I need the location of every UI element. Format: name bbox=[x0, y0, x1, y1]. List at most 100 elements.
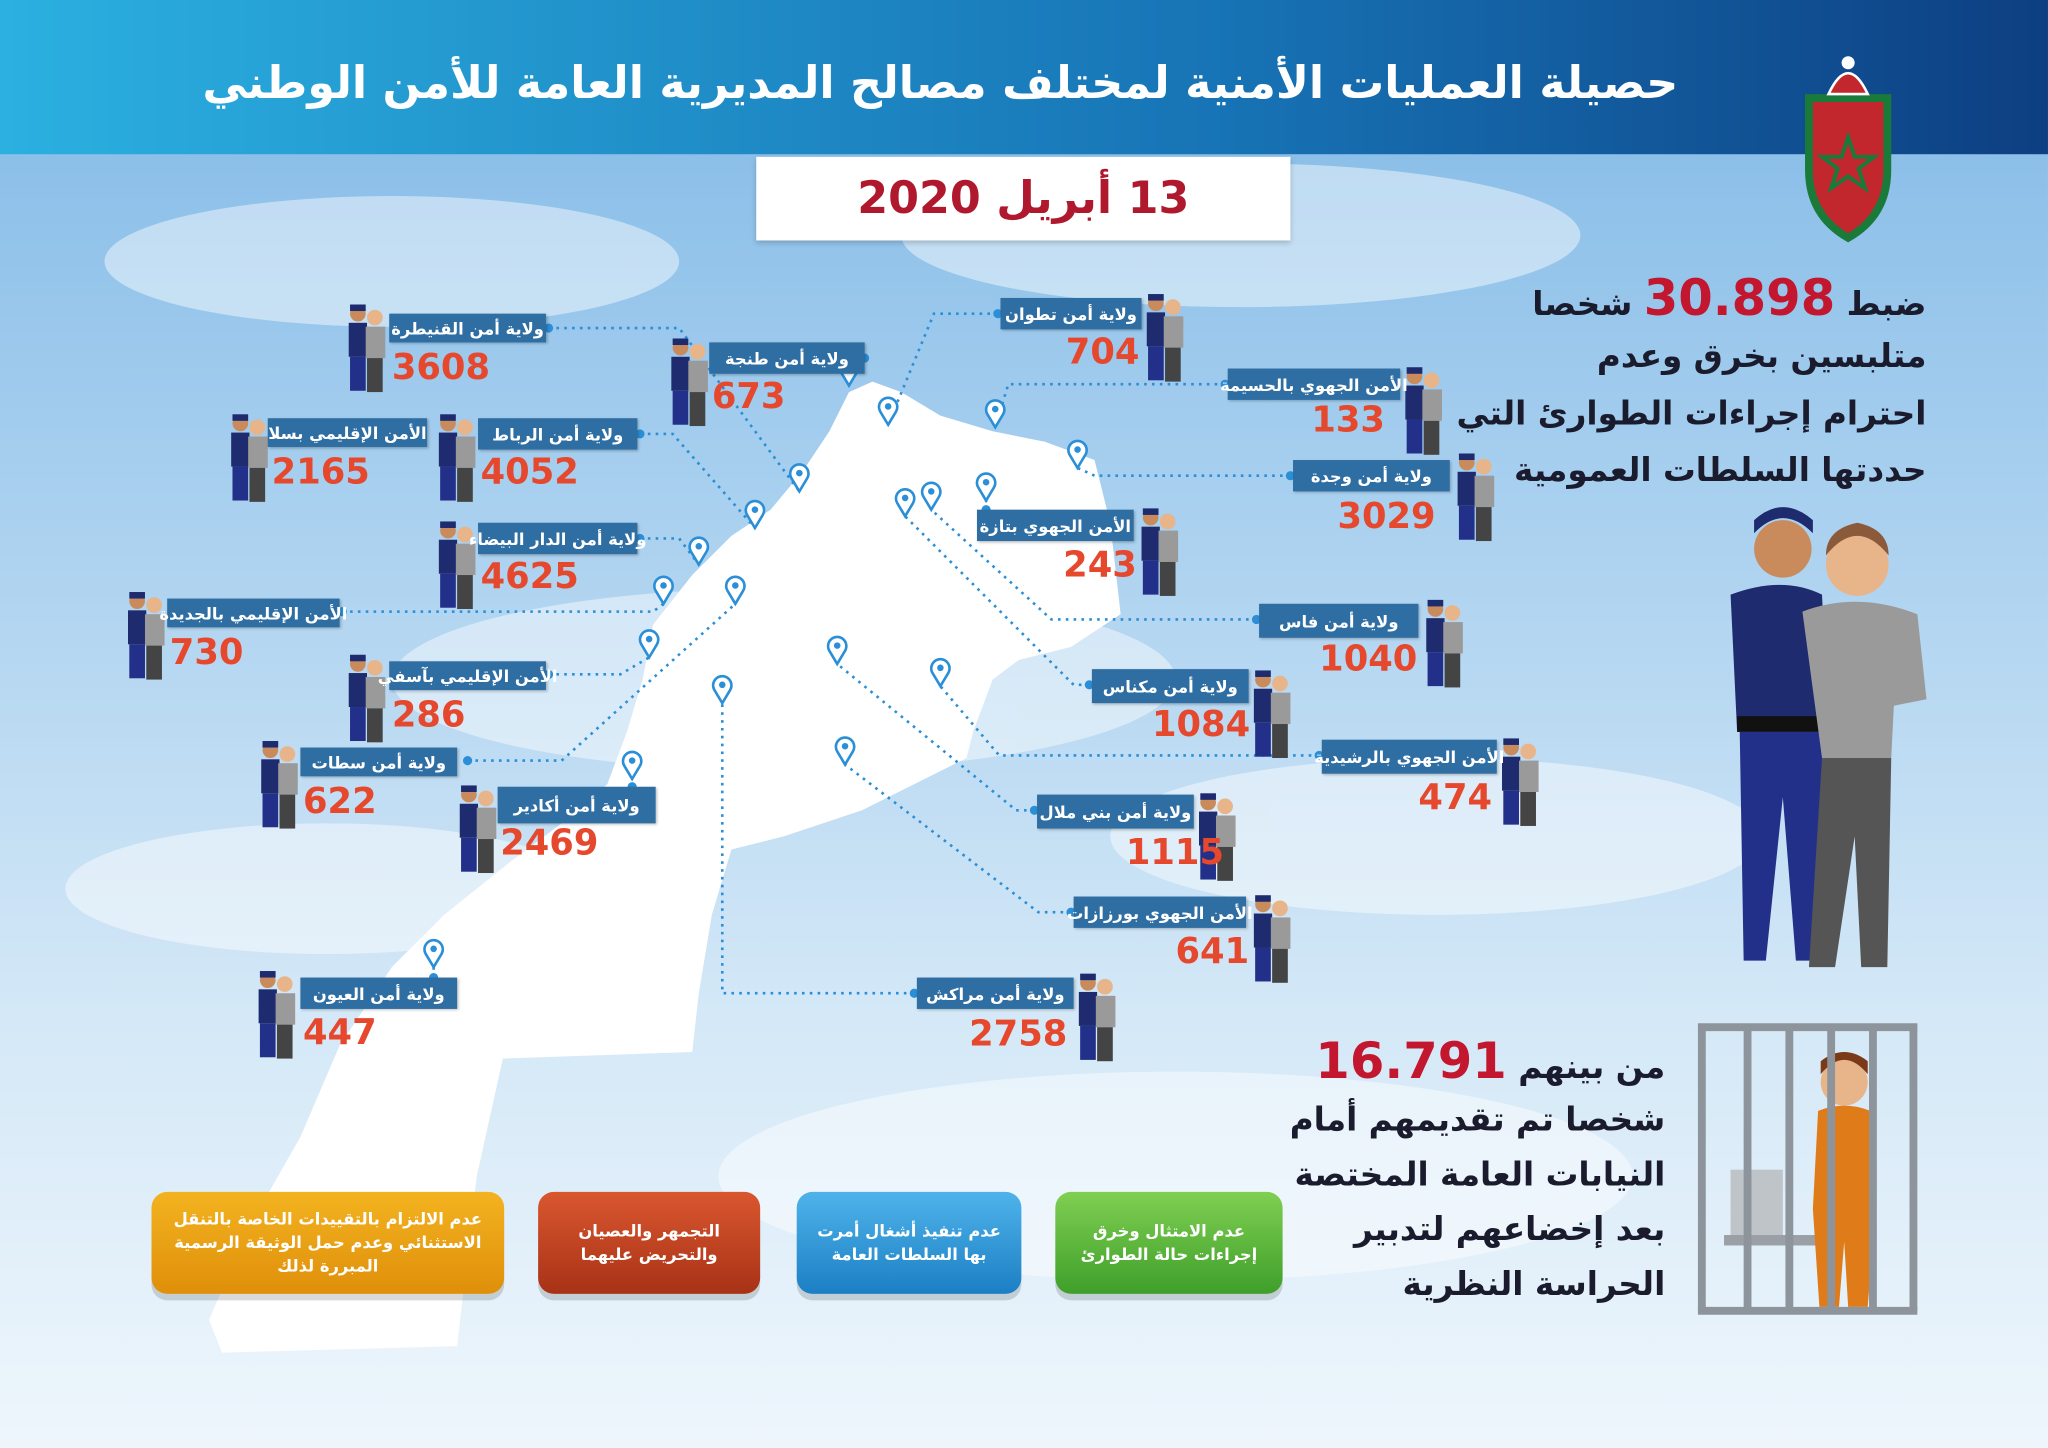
region-value: 641 bbox=[1175, 931, 1250, 973]
pin-shape bbox=[423, 938, 445, 970]
icon-body bbox=[275, 993, 296, 1025]
officer-icon bbox=[1198, 793, 1236, 881]
icon-head bbox=[1520, 743, 1536, 760]
icon-body bbox=[1146, 312, 1166, 347]
connector-dot bbox=[1084, 680, 1094, 690]
icon-legs bbox=[440, 466, 456, 501]
legend-text: عدم تنفيذ أشغال أمرت bbox=[817, 1220, 1001, 1241]
icon-body bbox=[459, 803, 479, 838]
region-value: 4625 bbox=[480, 556, 579, 598]
officer-icon bbox=[1405, 367, 1442, 455]
icon-head bbox=[1444, 605, 1461, 621]
icon-cap bbox=[1458, 453, 1475, 461]
pin-dot bbox=[841, 742, 849, 750]
connector-dot bbox=[635, 429, 645, 439]
pin-shape bbox=[1067, 439, 1088, 471]
pin-shape bbox=[788, 463, 810, 494]
icon-body bbox=[248, 436, 268, 468]
icon-body bbox=[127, 610, 147, 645]
officer-icons bbox=[127, 294, 1539, 1062]
connector-dot bbox=[1029, 805, 1040, 815]
icon-cap bbox=[350, 304, 366, 312]
region-value: 133 bbox=[1311, 399, 1385, 441]
connector-line bbox=[548, 656, 650, 676]
officer-icon bbox=[348, 304, 386, 393]
region-label: الأمن الجهوي بتازة bbox=[976, 509, 1134, 542]
icon-body bbox=[1405, 385, 1424, 420]
connector-dot bbox=[1314, 750, 1324, 760]
pin-shape bbox=[653, 575, 674, 607]
pin-dot bbox=[833, 642, 841, 649]
map-pin bbox=[621, 750, 643, 782]
icon-cap bbox=[232, 414, 249, 421]
arrested-line: حددتها السلطات العمومية bbox=[1514, 450, 1927, 489]
connector-line bbox=[844, 763, 1072, 914]
icon-cap bbox=[1148, 294, 1164, 301]
icon-body bbox=[1443, 622, 1463, 654]
legend-item: التجمهر والعصيان والتحريض عليهما bbox=[538, 1191, 761, 1294]
legend-text: عدم الامتثال وخرق bbox=[1092, 1220, 1245, 1241]
region-value: 1084 bbox=[1151, 704, 1251, 745]
icon-body bbox=[365, 326, 386, 359]
legend-item: عدم الامتثال وخرق إجراءات حالة الطوارئ bbox=[1055, 1191, 1283, 1294]
icon-legs bbox=[1423, 420, 1440, 455]
pin-dot bbox=[982, 478, 990, 486]
icon-body bbox=[1141, 526, 1160, 561]
icon-cap bbox=[259, 971, 276, 978]
pin-shape bbox=[877, 396, 899, 428]
arrested-number: 30.898 bbox=[1643, 269, 1836, 327]
icon-head bbox=[279, 746, 296, 762]
region-value: 2469 bbox=[500, 823, 599, 864]
officer-icon bbox=[1457, 453, 1495, 542]
icon-legs bbox=[1159, 561, 1176, 596]
connector-dot bbox=[1285, 471, 1295, 481]
icon-legs bbox=[350, 707, 366, 742]
icon-body bbox=[144, 614, 165, 646]
region-value: 243 bbox=[1063, 544, 1137, 586]
pin-dot bbox=[751, 506, 759, 513]
icon-head bbox=[1165, 299, 1181, 315]
date-box: 13 أبريل 2020 bbox=[756, 156, 1291, 241]
icon-legs bbox=[457, 467, 473, 502]
icon-legs bbox=[367, 708, 383, 743]
icon-body bbox=[1095, 995, 1116, 1028]
icon-legs bbox=[1427, 652, 1444, 687]
icon-legs bbox=[1142, 560, 1159, 595]
icon-legs bbox=[1406, 419, 1423, 454]
pin-dot bbox=[937, 664, 944, 672]
icon-body bbox=[1163, 316, 1184, 348]
region-label: ولاية أمن وجدة bbox=[1293, 460, 1450, 492]
icon-head bbox=[478, 790, 494, 807]
region-label: ولاية أمن القنيطرة bbox=[389, 313, 546, 343]
officer-icon bbox=[1253, 670, 1291, 759]
map-pin bbox=[894, 488, 916, 519]
pin-dot bbox=[660, 582, 667, 589]
connector-dot bbox=[1066, 907, 1076, 917]
icon-body bbox=[1518, 760, 1539, 792]
icon-legs bbox=[232, 466, 249, 501]
region-label: الأمن الإقليمي بسلا bbox=[267, 418, 428, 447]
connector-line bbox=[342, 602, 665, 613]
pin-shape bbox=[688, 536, 710, 568]
map-pin bbox=[920, 481, 942, 513]
detained-line: شخصا تم تقديمهم أمام bbox=[1289, 1100, 1666, 1139]
date: 13 أبريل 2020 bbox=[857, 172, 1190, 225]
arrested-before: ضبط bbox=[1846, 284, 1927, 323]
region-value: 2758 bbox=[969, 1014, 1068, 1055]
connector-dot bbox=[993, 309, 1003, 319]
police-emblem bbox=[1805, 56, 1892, 243]
icon-cap bbox=[1255, 895, 1271, 902]
icon-head bbox=[1272, 675, 1288, 692]
officer-icon bbox=[261, 741, 298, 829]
map-pin bbox=[834, 736, 856, 768]
icon-cap bbox=[1200, 793, 1216, 800]
map-pin bbox=[929, 657, 951, 689]
region-label: الأمن الإقليمي بالجديدة bbox=[159, 598, 347, 628]
icon-body bbox=[438, 539, 458, 574]
pin-dot bbox=[430, 945, 437, 953]
map-pin bbox=[744, 499, 766, 531]
icon-legs bbox=[249, 467, 266, 502]
icon-body bbox=[278, 763, 298, 795]
